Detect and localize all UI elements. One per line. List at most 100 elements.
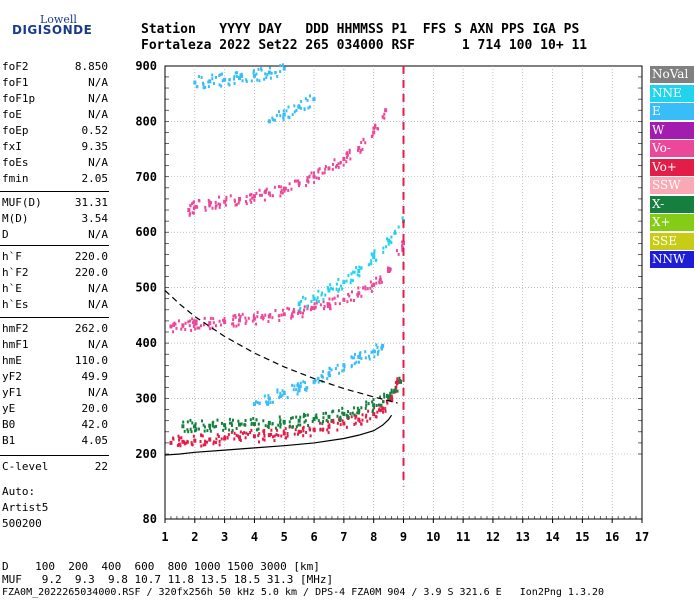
trace-dot xyxy=(202,323,205,327)
param-row: B1 4.05 xyxy=(2,434,108,450)
trace-dot xyxy=(304,297,307,301)
trace-dot xyxy=(200,75,203,79)
trace-dot xyxy=(338,302,341,306)
trace-dot xyxy=(287,188,290,192)
x-tick-label: 16 xyxy=(605,530,619,544)
trace-dot xyxy=(232,322,235,326)
trace-dot xyxy=(324,167,327,171)
trace-point xyxy=(282,186,286,191)
trace-dot xyxy=(293,432,296,436)
trace-point xyxy=(267,433,271,438)
trace-dot xyxy=(356,294,359,298)
param-row: foE N/A xyxy=(2,108,108,124)
trace-point xyxy=(342,363,346,368)
trace-dot xyxy=(345,155,348,159)
trace-dot xyxy=(197,74,200,78)
param-row: foF1p N/A xyxy=(2,92,108,108)
trace-dot xyxy=(272,118,275,122)
trace-dot xyxy=(349,412,352,416)
trace-dot xyxy=(290,314,293,318)
trace-dot xyxy=(203,316,206,320)
trace-dot xyxy=(245,319,248,323)
trace-dot xyxy=(242,431,245,435)
trace-dot xyxy=(306,176,309,180)
trace-dot xyxy=(298,389,301,393)
trace-dot xyxy=(251,196,254,200)
trace-dot xyxy=(302,415,305,419)
trace-point xyxy=(342,280,346,285)
param-key: hmF1 xyxy=(2,338,29,351)
trace-dot xyxy=(293,110,296,114)
logo-lowell: Lowell xyxy=(40,13,77,26)
trace-point xyxy=(252,402,256,407)
trace-dot xyxy=(296,383,299,387)
trace-dot xyxy=(207,324,210,328)
trace-point xyxy=(357,291,361,296)
trace-dot xyxy=(191,321,194,325)
param-row: B0 42.0 xyxy=(2,418,108,434)
trace-dot xyxy=(269,76,272,80)
trace-dot xyxy=(328,370,331,374)
trace-dot xyxy=(250,421,253,425)
trace-dot xyxy=(334,302,337,306)
trace-dot xyxy=(317,289,320,293)
trace-dot xyxy=(329,303,332,307)
trace-dot xyxy=(220,84,223,88)
trace-dot xyxy=(230,421,233,425)
trace-dot xyxy=(328,306,331,310)
trace-dot xyxy=(310,300,313,304)
trace-dot xyxy=(323,304,326,308)
param-key: hmF2 xyxy=(2,322,29,335)
trace-dot xyxy=(380,403,383,407)
trace-point xyxy=(312,417,316,422)
trace-dot xyxy=(307,106,310,110)
legend-item-noval: NoVal xyxy=(650,66,694,83)
trace-dot xyxy=(280,434,283,438)
trace-dot xyxy=(192,434,195,438)
trace-dot xyxy=(286,396,289,400)
trace-dot xyxy=(373,251,376,255)
trace-dot xyxy=(376,352,379,356)
trace-dot xyxy=(201,81,204,85)
trace-dot xyxy=(176,444,179,448)
trace-dot xyxy=(281,308,284,312)
trace-dot xyxy=(204,205,207,209)
trace-dot xyxy=(317,170,320,174)
trace-dot xyxy=(257,434,260,438)
trace-dot xyxy=(315,176,318,180)
trace-dot xyxy=(319,428,322,432)
trace-dot xyxy=(244,436,247,440)
trace-dot xyxy=(306,178,309,182)
trace-dot xyxy=(383,392,386,396)
trace-dot xyxy=(283,189,286,193)
trace-dot xyxy=(274,118,277,122)
trace-dot xyxy=(214,200,217,204)
trace-dot xyxy=(367,354,370,358)
trace-dot xyxy=(268,314,271,318)
param-value: 220.0 xyxy=(74,250,108,263)
trace-dot xyxy=(234,203,237,207)
trace-dot xyxy=(293,104,296,108)
trace-dot xyxy=(178,436,181,440)
trace-dot xyxy=(264,72,267,76)
trace-dot xyxy=(279,190,282,194)
trace-point xyxy=(252,194,256,199)
trace-dot xyxy=(317,380,320,384)
trace-dot xyxy=(382,246,385,250)
trace-dot xyxy=(377,408,380,412)
trace-dot xyxy=(375,343,378,347)
trace-dot xyxy=(241,312,244,316)
trace-dot xyxy=(315,416,318,420)
trace-point xyxy=(282,66,286,71)
y-tick-label: 600 xyxy=(135,225,157,239)
trace-point xyxy=(193,438,197,443)
trace-point xyxy=(372,412,376,417)
trace-dot xyxy=(380,280,383,284)
param-key: foF2 xyxy=(2,60,29,73)
profile xyxy=(164,414,393,456)
trace-dot xyxy=(186,428,189,432)
trace-dot xyxy=(375,404,378,408)
trace-dot xyxy=(189,418,192,422)
trace-dot xyxy=(297,179,300,183)
trace-dot xyxy=(401,216,404,220)
